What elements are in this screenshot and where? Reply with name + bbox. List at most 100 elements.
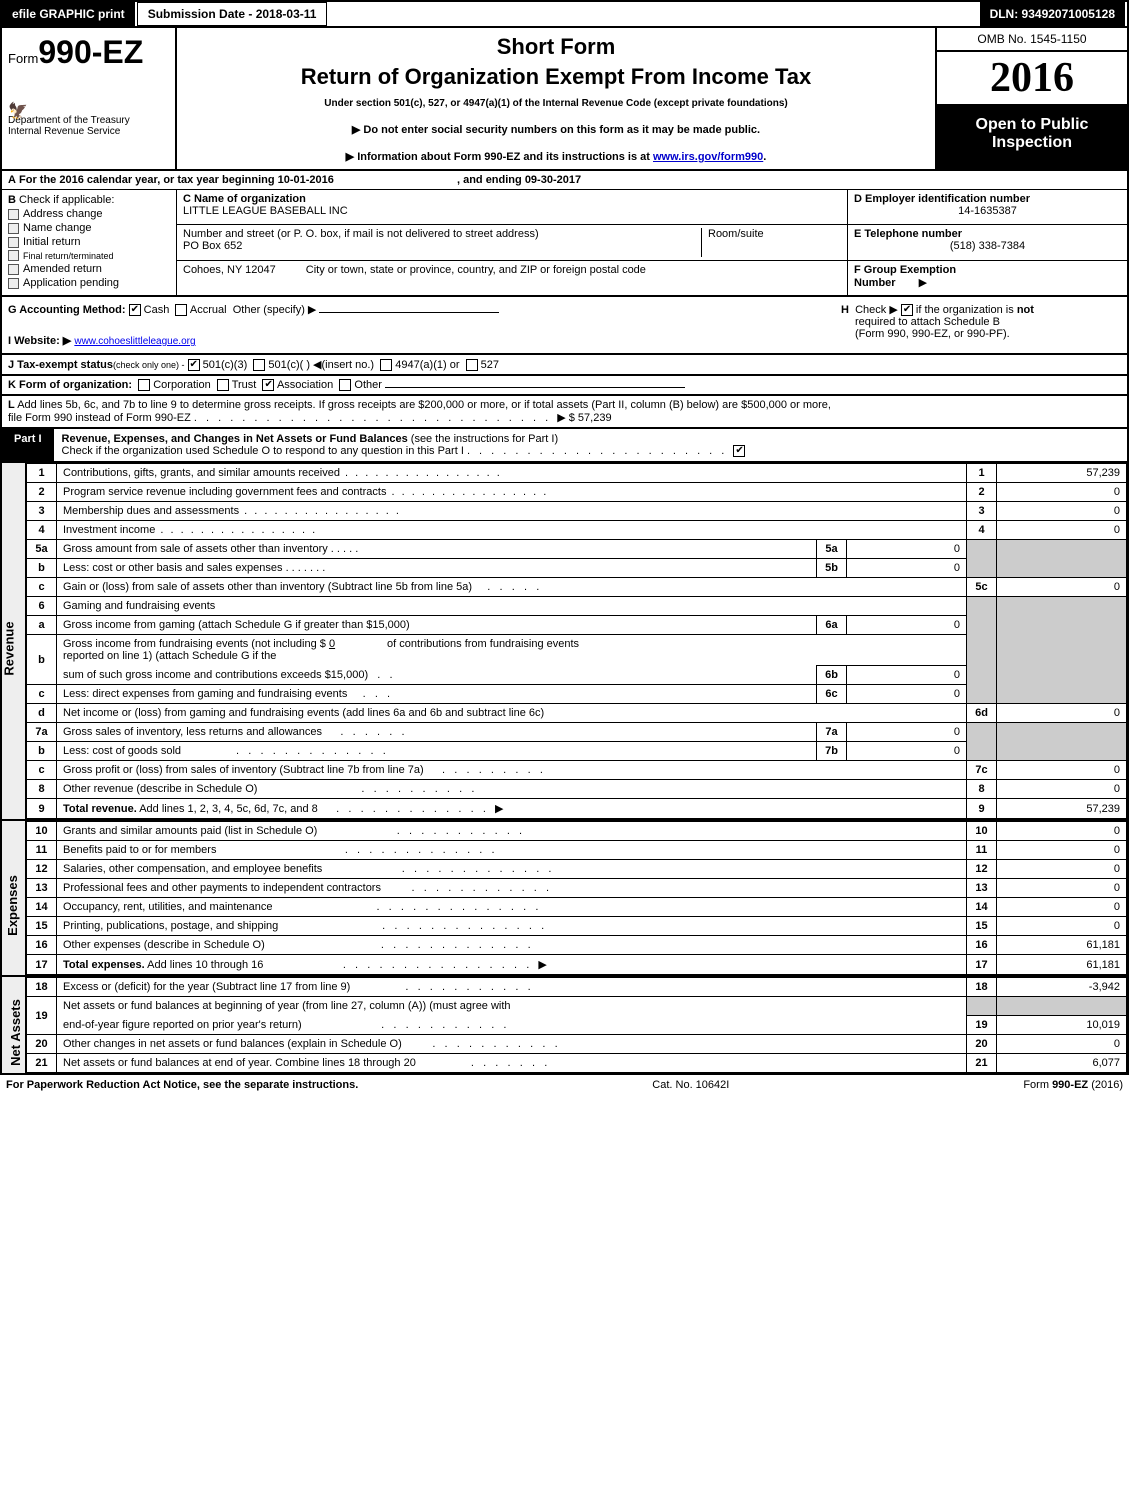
line-7c-desc: Gross profit or (loss) from sales of inv… (63, 764, 424, 776)
gh-left: G Accounting Method: Cash Accrual Other … (8, 303, 841, 347)
chk-schedule-b[interactable] (901, 304, 913, 316)
info-right: D Employer identification number 14-1635… (847, 190, 1127, 295)
line-21: 21Net assets or fund balances at end of … (27, 1053, 1127, 1072)
line-6d-amt: 0 (997, 704, 1127, 723)
open-public: Open to Public Inspection (937, 106, 1127, 169)
instr-ssn: ▶ Do not enter social security numbers o… (183, 123, 929, 136)
lbl-final-return: Final return/terminated (23, 251, 114, 261)
line-5c: cGain or (loss) from sale of assets othe… (27, 578, 1127, 597)
label-l: L (8, 399, 15, 411)
under-section: Under section 501(c), 527, or 4947(a)(1)… (183, 98, 929, 109)
website-link[interactable]: www.cohoeslittleleague.org (74, 336, 195, 347)
line-7b: bLess: cost of goods sold . . . . . . . … (27, 742, 1127, 761)
line-6d-rn: 6d (967, 704, 997, 723)
footer-cat-no: Cat. No. 10642I (652, 1079, 729, 1091)
chk-final-return[interactable] (8, 250, 19, 261)
line-1-amt: 57,239 (997, 464, 1127, 483)
footer-right-pre: Form (1023, 1079, 1052, 1091)
h-text1: if the organization is (916, 304, 1014, 316)
line-2-desc: Program service revenue including govern… (63, 486, 386, 498)
line-4-rn: 4 (967, 521, 997, 540)
line-4: 4Investment income40 (27, 521, 1127, 540)
chk-assoc[interactable] (262, 379, 274, 391)
line-2-num: 2 (27, 483, 57, 502)
chk-other-org[interactable] (339, 379, 351, 391)
chk-address-change[interactable] (8, 209, 19, 220)
line-1-desc: Contributions, gifts, grants, and simila… (63, 467, 340, 479)
chk-initial-return[interactable] (8, 237, 19, 248)
line-6: 6Gaming and fundraising events (27, 597, 1127, 616)
chk-trust[interactable] (217, 379, 229, 391)
line-6a-num: a (27, 616, 57, 635)
city-label: City or town, state or province, country… (306, 264, 646, 292)
line-7a-num: 7a (27, 723, 57, 742)
room-suite-label: Room/suite (701, 228, 841, 256)
l-amount: ▶ $ 57,239 (557, 412, 611, 424)
line-1-num: 1 (27, 464, 57, 483)
short-form-title: Short Form (183, 34, 929, 60)
lbl-527: 527 (481, 359, 499, 371)
expenses-side-text: Expenses (5, 876, 20, 937)
netassets-table: 18Excess or (deficit) for the year (Subt… (26, 977, 1127, 1073)
line-13: 13Professional fees and other payments t… (27, 879, 1127, 898)
line-3-amt: 0 (997, 502, 1127, 521)
line-6c-desc: Less: direct expenses from gaming and fu… (63, 688, 347, 700)
line-7a-sn: 7a (817, 723, 847, 742)
line-6b-d1u: 0 (329, 638, 335, 650)
line-12-desc: Salaries, other compensation, and employ… (63, 863, 322, 875)
chk-corp[interactable] (138, 379, 150, 391)
lbl-address-change: Address change (23, 208, 103, 220)
chk-501c3[interactable] (188, 359, 200, 371)
box-c: C Name of organization LITTLE LEAGUE BAS… (177, 190, 847, 295)
line-6b-sn: 6b (817, 666, 847, 685)
chk-cash[interactable] (129, 304, 141, 316)
line-12: 12Salaries, other compensation, and empl… (27, 860, 1127, 879)
line-4-amt: 0 (997, 521, 1127, 540)
chk-4947[interactable] (380, 359, 392, 371)
header-right: OMB No. 1545-1150 2016 Open to Public In… (937, 28, 1127, 169)
line-10-amt: 0 (997, 822, 1127, 841)
line-3-rn: 3 (967, 502, 997, 521)
line-17-desc: Total expenses. (63, 959, 145, 971)
line-13-num: 13 (27, 879, 57, 898)
chk-name-change[interactable] (8, 223, 19, 234)
line-3-desc: Membership dues and assessments (63, 505, 239, 517)
box-h: H Check ▶ if the organization is not req… (841, 303, 1121, 347)
line-6a: aGross income from gaming (attach Schedu… (27, 616, 1127, 635)
header-left: 🦅 Form990-EZ Department of the Treasury … (2, 28, 177, 169)
line-5c-desc: Gain or (loss) from sale of assets other… (63, 581, 472, 593)
line-5b-sv: 0 (847, 559, 967, 578)
line-6d-num: d (27, 704, 57, 723)
chk-527[interactable] (466, 359, 478, 371)
irs-label: Internal Revenue Service (8, 126, 169, 137)
chk-schedule-o[interactable] (733, 445, 745, 457)
chk-501c[interactable] (253, 359, 265, 371)
line-9-desc2: Add lines 1, 2, 3, 4, 5c, 6d, 7c, and 8 (139, 803, 318, 815)
line-5b: bLess: cost or other basis and sales exp… (27, 559, 1127, 578)
expenses-section: Expenses 10Grants and similar amounts pa… (0, 821, 1129, 977)
line-18-num: 18 (27, 978, 57, 997)
other-method-input[interactable] (319, 312, 499, 313)
line-5a-desc: Gross amount from sale of assets other t… (63, 543, 328, 555)
irs-form990-link[interactable]: www.irs.gov/form990 (653, 151, 763, 163)
efile-print-button[interactable]: efile GRAPHIC print (2, 2, 137, 26)
line-7c: c Gross profit or (loss) from sales of in… (27, 761, 1127, 780)
instr-info-pre: ▶ Information about Form 990-EZ and its … (346, 151, 653, 163)
line-13-rn: 13 (967, 879, 997, 898)
line-7c-num: c (27, 761, 57, 780)
revenue-section: Revenue 1Contributions, gifts, grants, a… (0, 463, 1129, 821)
line-17: 17Total expenses. Add lines 10 through 1… (27, 955, 1127, 975)
line-16-desc: Other expenses (describe in Schedule O) (63, 939, 265, 951)
top-bar-left: efile GRAPHIC print Submission Date - 20… (2, 2, 327, 26)
chk-amended[interactable] (8, 264, 19, 275)
netassets-side-text: Net Assets (8, 999, 23, 1066)
other-org-input[interactable] (385, 387, 685, 388)
label-e: E Telephone number (854, 228, 1121, 240)
chk-pending[interactable] (8, 278, 19, 289)
line-11-num: 11 (27, 841, 57, 860)
chk-accrual[interactable] (175, 304, 187, 316)
ein: 14-1635387 (854, 205, 1121, 217)
line-6b-1: bGross income from fundraising events (n… (27, 635, 1127, 666)
label-d: D Employer identification number (854, 193, 1121, 205)
line-11-rn: 11 (967, 841, 997, 860)
